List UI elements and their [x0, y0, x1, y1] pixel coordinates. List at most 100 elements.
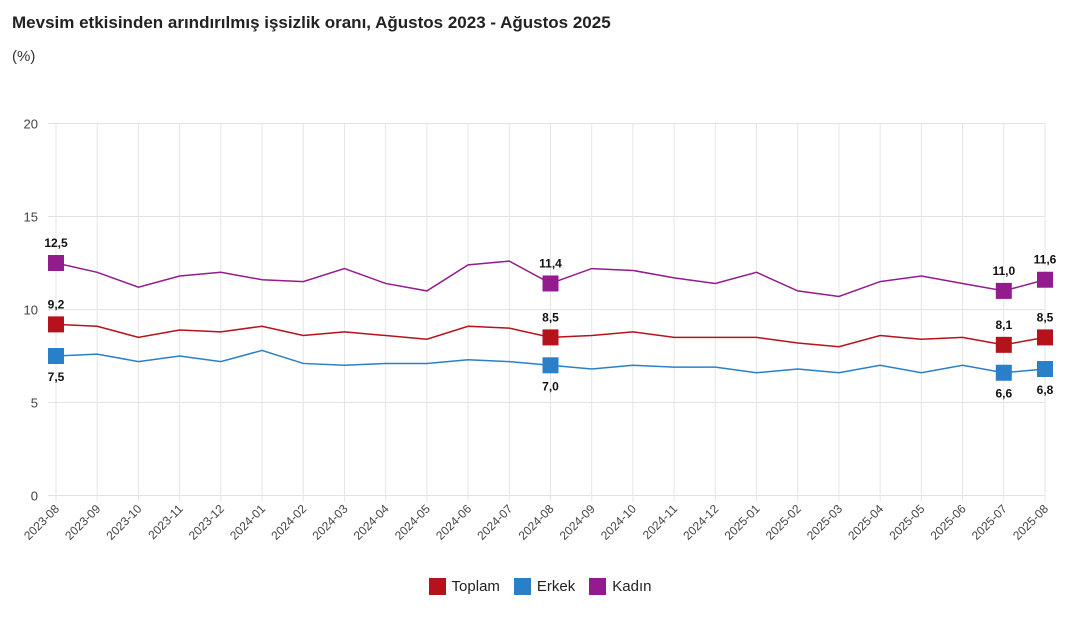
x-tick-label: 2024-04	[351, 501, 392, 542]
data-point-kadin	[95, 270, 99, 274]
data-point-erkek	[301, 361, 305, 365]
data-point-toplam	[672, 335, 676, 339]
legend-swatch-kadin	[589, 578, 607, 595]
data-label-kadin: 12,5	[44, 236, 68, 250]
x-tick-label: 2024-08	[516, 501, 557, 542]
x-tick-label: 2025-05	[886, 501, 927, 542]
data-label-toplam: 8,5	[1037, 310, 1054, 324]
data-point-kadin	[301, 280, 305, 284]
data-point-kadin	[837, 294, 841, 298]
data-point-erkek	[672, 365, 676, 369]
data-point-erkek	[837, 371, 841, 375]
y-tick-label: 20	[24, 117, 38, 132]
data-label-kadin: 11,0	[992, 264, 1015, 278]
data-point-erkek	[466, 358, 470, 362]
data-label-kadin: 11,6	[1034, 253, 1057, 267]
marker-kadin	[995, 282, 1012, 299]
data-point-toplam	[507, 326, 511, 330]
marker-toplam	[542, 329, 559, 346]
x-tick-label: 2025-07	[969, 501, 1010, 542]
data-point-erkek	[590, 367, 594, 371]
x-tick-label: 2024-02	[268, 501, 309, 542]
chart-title: Mevsim etkisinden arındırılmış işsizlik …	[12, 13, 611, 32]
data-point-erkek	[384, 361, 388, 365]
marker-kadin	[1037, 271, 1053, 288]
data-point-erkek	[178, 354, 182, 358]
data-point-erkek	[755, 371, 759, 375]
data-point-erkek	[878, 363, 882, 367]
x-tick-label: 2023-12	[186, 501, 227, 542]
legend-label-toplam: Toplam	[451, 578, 500, 595]
data-point-kadin	[755, 270, 759, 274]
data-point-kadin	[260, 278, 264, 282]
marker-toplam	[995, 336, 1012, 353]
data-point-toplam	[219, 330, 223, 334]
data-point-kadin	[878, 280, 882, 284]
y-tick-label: 10	[24, 303, 38, 318]
data-point-kadin	[672, 276, 676, 280]
data-point-toplam	[136, 335, 140, 339]
x-tick-label: 2024-03	[310, 501, 351, 542]
y-tick-label: 5	[31, 396, 38, 411]
marker-erkek	[48, 348, 64, 364]
data-point-kadin	[384, 281, 388, 285]
legend-item-toplam[interactable]: Toplam	[428, 578, 500, 595]
data-point-kadin	[590, 267, 594, 271]
data-point-toplam	[425, 337, 429, 341]
data-point-erkek	[796, 367, 800, 371]
legend-item-erkek[interactable]: Erkek	[513, 578, 575, 595]
data-label-erkek: 7,5	[48, 370, 65, 384]
data-point-kadin	[178, 274, 182, 278]
data-point-erkek	[219, 360, 223, 364]
data-point-toplam	[837, 345, 841, 349]
x-tick-label: 2024-10	[598, 501, 639, 542]
data-point-toplam	[755, 335, 759, 339]
x-tick-label: 2025-03	[804, 501, 845, 542]
x-tick-label: 2023-11	[145, 501, 186, 542]
y-tick-label: 0	[31, 489, 38, 504]
data-point-toplam	[384, 334, 388, 338]
data-point-kadin	[507, 259, 511, 263]
data-point-kadin	[713, 281, 717, 285]
data-label-toplam: 8,1	[995, 318, 1012, 332]
data-point-erkek	[507, 360, 511, 364]
data-point-erkek	[136, 360, 140, 364]
legend-swatch-erkek	[513, 578, 531, 595]
x-tick-label: 2024-05	[392, 501, 433, 542]
x-tick-label: 2023-08	[21, 501, 62, 542]
legend-item-kadin[interactable]: Kadın	[589, 578, 651, 595]
data-point-toplam	[590, 334, 594, 338]
x-tick-label: 2024-12	[680, 501, 721, 542]
data-point-erkek	[260, 348, 264, 352]
x-tick-label: 2025-06	[928, 501, 969, 542]
marker-kadin	[48, 255, 64, 271]
data-point-toplam	[631, 330, 635, 334]
chart-subtitle: (%)	[12, 48, 36, 65]
data-point-toplam	[961, 335, 965, 339]
marker-kadin	[542, 275, 559, 292]
data-label-erkek: 6,8	[1037, 383, 1054, 397]
marker-erkek	[542, 357, 559, 374]
legend-swatch-toplam	[428, 578, 446, 595]
data-point-toplam	[919, 337, 923, 341]
marker-erkek	[1037, 361, 1053, 378]
data-label-kadin: 11,4	[539, 256, 562, 270]
data-label-erkek: 7,0	[542, 379, 559, 393]
data-point-kadin	[219, 270, 223, 274]
data-point-toplam	[260, 324, 264, 328]
data-point-toplam	[878, 334, 882, 338]
marker-erkek	[995, 364, 1012, 381]
data-point-erkek	[919, 371, 923, 375]
data-point-kadin	[466, 263, 470, 267]
x-tick-label: 2024-07	[474, 501, 515, 542]
x-tick-label: 2024-09	[557, 501, 598, 542]
marker-toplam	[48, 316, 64, 333]
data-point-toplam	[713, 335, 717, 339]
data-label-erkek: 6,6	[995, 387, 1012, 401]
data-label-toplam: 9,2	[48, 297, 65, 311]
x-tick-label: 2025-01	[722, 501, 763, 542]
x-tick-label: 2024-11	[640, 501, 681, 542]
data-point-erkek	[425, 361, 429, 365]
data-point-toplam	[301, 334, 305, 338]
